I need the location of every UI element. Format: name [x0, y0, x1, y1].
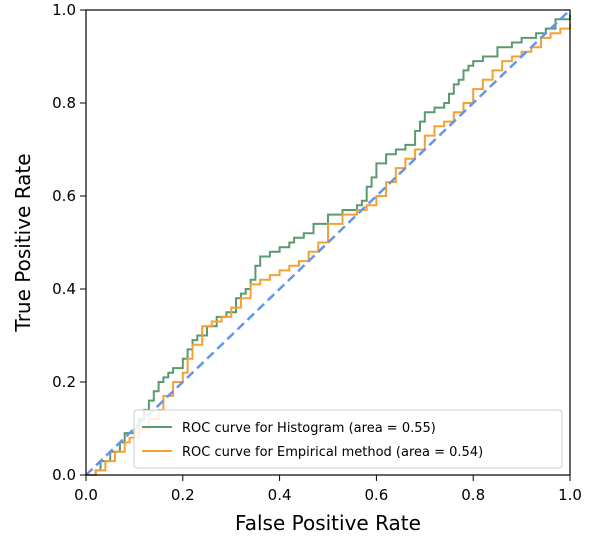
- x-tick-label: 0.4: [268, 486, 292, 504]
- series-line-empirical: [86, 23, 571, 476]
- x-tick-label: 0.2: [171, 486, 195, 504]
- y-tick-label: 0.2: [52, 373, 76, 391]
- y-tick-label: 1.0: [52, 1, 76, 19]
- y-axis-title: True Positive Rate: [11, 153, 35, 332]
- y-tick-label: 0.6: [52, 187, 76, 205]
- plot-frame: [85, 9, 571, 476]
- legend-entry-label: ROC curve for Histogram (area = 0.55): [182, 421, 436, 436]
- x-tick-label: 0.8: [461, 486, 485, 504]
- legend-entry-label: ROC curve for Empirical method (area = 0…: [182, 445, 483, 460]
- series-line-histogram: [86, 14, 571, 476]
- y-tick-label: 0.0: [52, 466, 76, 484]
- y-tick-label: 0.4: [52, 280, 76, 298]
- x-axis-title: False Positive Rate: [235, 511, 421, 535]
- y-tick-label: 0.8: [52, 94, 76, 112]
- legend-box: [133, 409, 563, 469]
- x-tick-label: 0.0: [74, 486, 98, 504]
- x-tick-label: 0.6: [364, 486, 388, 504]
- x-tick-label: 1.0: [558, 486, 582, 504]
